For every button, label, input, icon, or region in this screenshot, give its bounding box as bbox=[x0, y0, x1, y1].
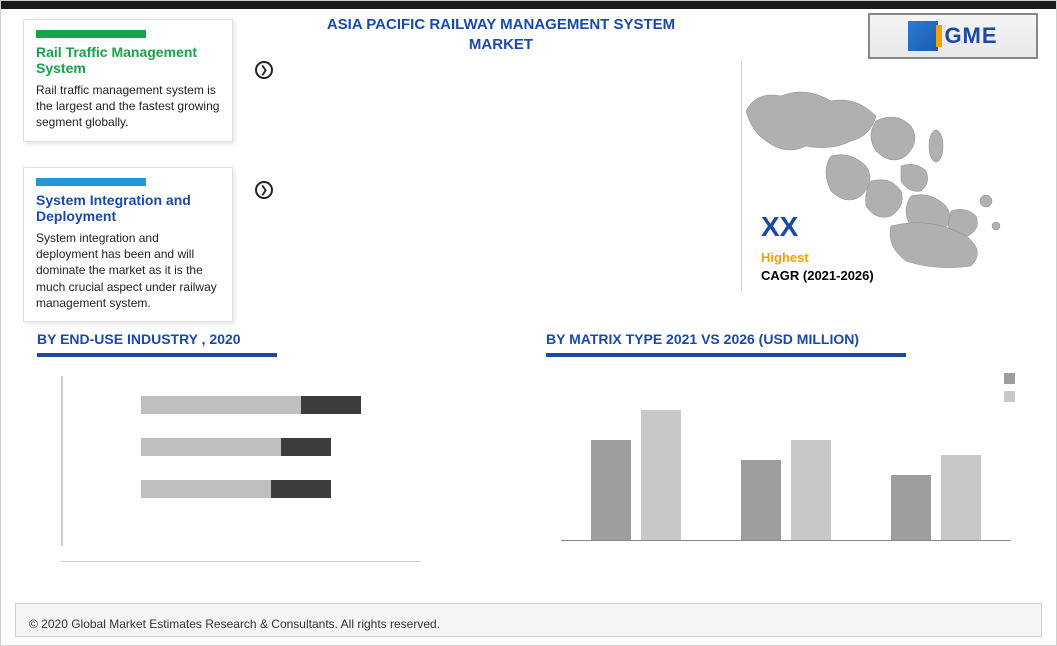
card-rail-traffic: Rail Traffic Management System Rail traf… bbox=[23, 19, 233, 142]
hbar-seg-1 bbox=[141, 396, 301, 414]
legend-item-1 bbox=[1004, 373, 1015, 384]
hbar-xaxis bbox=[61, 561, 421, 562]
card-system-integration: System Integration and Deployment System… bbox=[23, 167, 233, 322]
matrix-legend bbox=[1004, 371, 1015, 407]
vbar-series-a bbox=[591, 440, 631, 540]
xx-value: XX bbox=[761, 211, 798, 243]
legend-item-2 bbox=[1004, 391, 1015, 402]
section-enduse-underline bbox=[37, 353, 277, 357]
card2-body: System integration and deployment has be… bbox=[36, 230, 220, 311]
section-matrix-underline bbox=[546, 353, 906, 357]
vbar-series-a bbox=[891, 475, 931, 540]
chevron-right-icon: ❯ bbox=[255, 61, 273, 79]
logo-mark-icon bbox=[908, 21, 938, 51]
chevron-right-icon: ❯ bbox=[255, 181, 273, 199]
vbar-series-a bbox=[741, 460, 781, 540]
vbar-series-b bbox=[941, 455, 981, 540]
logo-text: GME bbox=[944, 23, 997, 49]
hbar-yaxis bbox=[61, 376, 63, 546]
enduse-chart bbox=[61, 386, 441, 556]
hbar-seg-2 bbox=[271, 480, 331, 498]
main-title: ASIA PACIFIC RAILWAY MANAGEMENT SYSTEM M… bbox=[321, 15, 681, 54]
card2-accent bbox=[36, 178, 146, 186]
card1-accent bbox=[36, 30, 146, 38]
vertical-divider bbox=[741, 61, 742, 291]
matrix-chart bbox=[541, 371, 1021, 571]
section-matrix-title: BY MATRIX TYPE 2021 VS 2026 (USD MILLION… bbox=[546, 331, 859, 353]
vbar-baseline bbox=[561, 540, 1011, 541]
infographic-container: Rail Traffic Management System Rail traf… bbox=[0, 0, 1057, 646]
card2-title: System Integration and Deployment bbox=[36, 192, 220, 224]
cagr-highest: Highest bbox=[761, 250, 809, 265]
vbar-series-b bbox=[791, 440, 831, 540]
hbar-seg-1 bbox=[141, 438, 281, 456]
hbar-seg-2 bbox=[301, 396, 361, 414]
section-enduse-title: BY END-USE INDUSTRY , 2020 bbox=[37, 331, 241, 353]
gme-logo: GME bbox=[868, 13, 1038, 59]
cagr-period: CAGR (2021-2026) bbox=[761, 268, 874, 283]
hbar-seg-2 bbox=[281, 438, 331, 456]
top-band bbox=[1, 1, 1056, 9]
card1-title: Rail Traffic Management System bbox=[36, 44, 220, 76]
copyright-text: © 2020 Global Market Estimates Research … bbox=[29, 617, 440, 631]
hbar-seg-1 bbox=[141, 480, 271, 498]
cagr-label: Highest CAGR (2021-2026) bbox=[761, 249, 874, 284]
card1-body: Rail traffic management system is the la… bbox=[36, 82, 220, 131]
vbar-series-b bbox=[641, 410, 681, 540]
